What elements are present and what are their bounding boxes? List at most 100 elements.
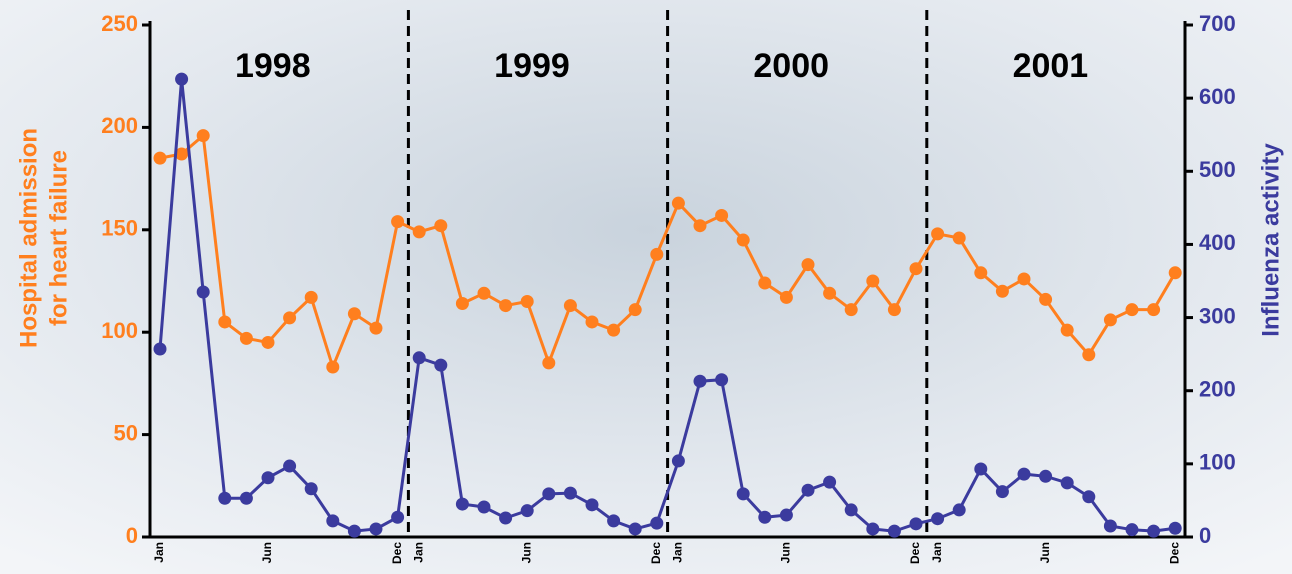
y-tick-label: 0 — [126, 523, 138, 548]
data-point — [801, 483, 815, 497]
year-label: 2000 — [753, 47, 829, 85]
x-tick-label: Jun — [519, 542, 533, 563]
y2-tick-label: 300 — [1199, 303, 1236, 328]
data-point — [477, 500, 491, 514]
year-label: 1998 — [235, 47, 311, 85]
data-point — [650, 247, 664, 261]
data-point — [607, 514, 621, 528]
data-point — [542, 356, 556, 370]
data-point — [715, 373, 729, 387]
data-point — [499, 299, 513, 313]
data-point — [758, 510, 772, 524]
x-tick-label: Jan — [152, 542, 166, 563]
y-tick-label: 150 — [101, 216, 138, 241]
data-point — [1017, 467, 1031, 481]
y2-axis-title: Influenza activity — [1257, 143, 1284, 337]
data-point — [563, 486, 577, 500]
data-point — [779, 508, 793, 522]
x-tick-label: Dec — [390, 542, 404, 564]
data-point — [218, 491, 232, 505]
data-point — [844, 503, 858, 517]
x-tick-label: Jun — [779, 542, 793, 563]
data-point — [671, 454, 685, 468]
data-point — [455, 297, 469, 311]
data-point — [347, 307, 361, 321]
data-point — [887, 303, 901, 317]
y2-tick-label: 200 — [1199, 377, 1236, 402]
data-point — [1060, 476, 1074, 490]
x-tick-label: Dec — [908, 542, 922, 564]
data-point — [239, 331, 253, 345]
x-tick-label: Dec — [649, 542, 663, 564]
data-point — [153, 342, 167, 356]
y-tick-label: 200 — [101, 113, 138, 138]
x-tick-label: Jun — [260, 542, 274, 563]
data-point — [887, 524, 901, 538]
x-tick-label: Jun — [1038, 542, 1052, 563]
data-point — [1103, 519, 1117, 533]
data-point — [1125, 523, 1139, 537]
data-point — [218, 315, 232, 329]
data-point — [974, 266, 988, 280]
data-point — [952, 231, 966, 245]
data-point — [391, 215, 405, 229]
data-point — [261, 471, 275, 485]
data-point — [1168, 521, 1182, 535]
y2-tick-label: 700 — [1199, 11, 1236, 36]
data-point — [607, 323, 621, 337]
y-tick-label: 50 — [114, 420, 138, 445]
data-point — [196, 285, 210, 299]
year-label: 2001 — [1013, 47, 1089, 85]
data-point — [995, 485, 1009, 499]
y-tick-label: 100 — [101, 318, 138, 343]
data-point — [153, 151, 167, 165]
data-point — [283, 459, 297, 473]
y-axis-title: Hospital admission — [15, 128, 42, 348]
data-point — [434, 358, 448, 372]
data-point — [239, 491, 253, 505]
data-point — [391, 510, 405, 524]
data-point — [520, 294, 534, 308]
x-tick-label: Jan — [671, 542, 685, 563]
data-point — [931, 227, 945, 241]
y2-tick-label: 400 — [1199, 230, 1236, 255]
data-point — [1103, 313, 1117, 327]
data-point — [477, 286, 491, 300]
data-point — [369, 522, 383, 536]
data-point — [974, 462, 988, 476]
data-point — [1147, 524, 1161, 538]
data-point — [693, 374, 707, 388]
data-point — [499, 511, 513, 525]
data-point — [520, 504, 534, 518]
data-point — [931, 512, 945, 526]
data-point — [1082, 348, 1096, 362]
data-point — [585, 315, 599, 329]
data-point — [261, 335, 275, 349]
data-point — [736, 487, 750, 501]
data-point — [585, 498, 599, 512]
y-tick-label: 250 — [101, 11, 138, 36]
data-point — [866, 522, 880, 536]
data-point — [909, 517, 923, 531]
data-point — [412, 351, 426, 365]
data-point — [434, 219, 448, 233]
data-point — [1125, 303, 1139, 317]
data-point — [1147, 303, 1161, 317]
data-point — [650, 516, 664, 530]
data-point — [779, 290, 793, 304]
data-point — [628, 303, 642, 317]
data-point — [1039, 292, 1053, 306]
data-point — [952, 503, 966, 517]
data-point — [758, 276, 772, 290]
data-point — [196, 129, 210, 143]
data-point — [866, 274, 880, 288]
y2-tick-label: 0 — [1199, 523, 1211, 548]
data-point — [175, 72, 189, 86]
data-point — [326, 360, 340, 374]
data-point — [304, 290, 318, 304]
data-point — [693, 219, 707, 233]
data-point — [412, 225, 426, 239]
year-label: 1999 — [494, 47, 570, 85]
